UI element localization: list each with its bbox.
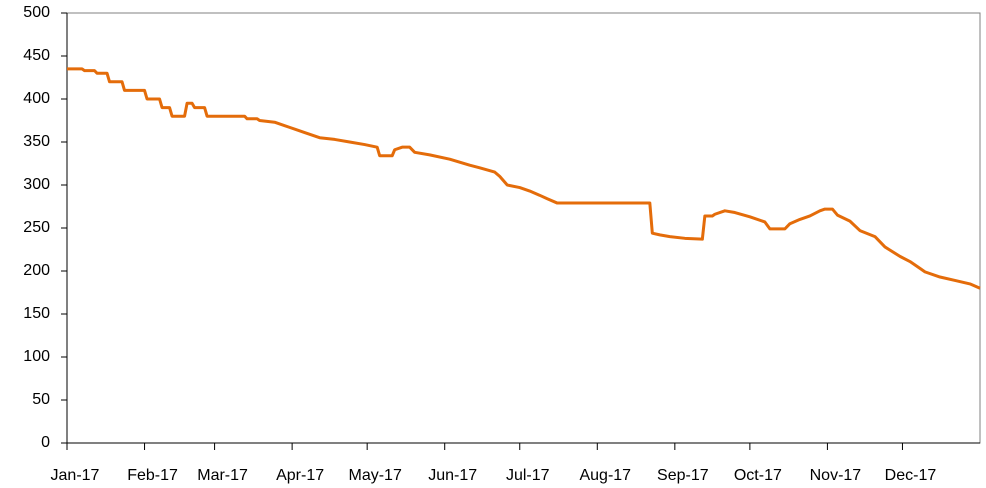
y-tick-label: 50 xyxy=(32,391,50,408)
y-tick-label: 150 xyxy=(23,305,50,322)
x-tick-label: Apr-17 xyxy=(276,467,324,484)
x-tick-label: Oct-17 xyxy=(734,467,782,484)
x-tick-label: Jun-17 xyxy=(428,467,477,484)
x-tick-label: Feb-17 xyxy=(127,467,178,484)
x-tick-label: Nov-17 xyxy=(810,467,862,484)
y-tick-label: 100 xyxy=(23,348,50,365)
x-tick-label: Jan-17 xyxy=(51,467,100,484)
x-tick-label: Sep-17 xyxy=(657,467,709,484)
x-tick-label: Mar-17 xyxy=(197,467,248,484)
y-tick-label: 200 xyxy=(23,262,50,279)
y-tick-label: 450 xyxy=(23,47,50,64)
y-tick-label: 350 xyxy=(23,133,50,150)
plot-frame xyxy=(66,12,981,444)
y-tick-label: 500 xyxy=(23,4,50,21)
x-tick-label: Aug-17 xyxy=(579,467,631,484)
x-tick-label: Jul-17 xyxy=(506,467,550,484)
x-tick-label: Dec-17 xyxy=(885,467,937,484)
line-series xyxy=(67,67,981,290)
y-tick-label: 300 xyxy=(23,176,50,193)
y-tick-label: 0 xyxy=(41,434,50,451)
y-tick-label: 400 xyxy=(23,90,50,107)
y-tick-label: 250 xyxy=(23,219,50,236)
x-tick-label: May-17 xyxy=(348,467,401,484)
